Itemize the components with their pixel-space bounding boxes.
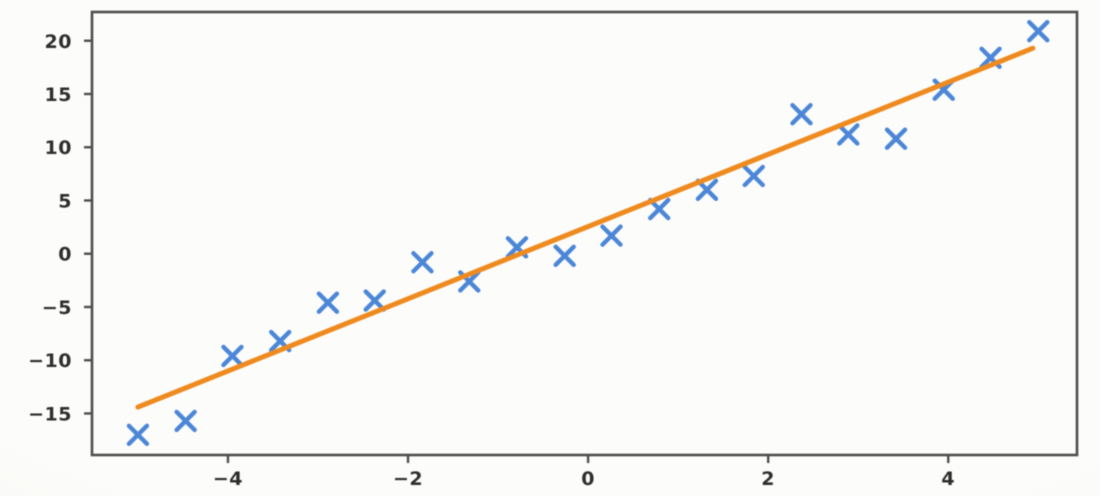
scatter-point [742, 164, 765, 188]
fit-line [135, 45, 1036, 410]
y-tick-label: 20 [45, 31, 72, 53]
plot-area [92, 12, 1077, 455]
scatter-point [600, 224, 623, 247]
x-tick-label: 2 [761, 468, 775, 490]
x-tick-label: −4 [213, 468, 243, 490]
scatter-point [316, 291, 340, 314]
x-tick-label: −2 [393, 468, 423, 490]
y-tick-label: 5 [58, 190, 72, 212]
scatter-point [174, 409, 197, 433]
scatter-point [837, 123, 860, 146]
y-tick-label: 10 [45, 137, 72, 159]
scatter-point [790, 103, 813, 126]
y-tick-label: −10 [28, 350, 72, 372]
scatter-point [553, 244, 576, 268]
y-tick-label: 15 [45, 84, 72, 106]
y-tick-label: −15 [28, 403, 72, 425]
y-tick-label: 0 [58, 244, 72, 266]
scatter-point [1027, 19, 1050, 43]
scatter-point [411, 251, 434, 274]
scatter-point [126, 423, 150, 446]
axes-spines [90, 10, 1079, 457]
scatter-point [884, 127, 908, 150]
y-tick-label: −5 [42, 297, 72, 319]
x-tick-label: 4 [941, 468, 955, 490]
scatter-series [126, 19, 1050, 446]
x-tick-label: 0 [581, 468, 595, 490]
scatter-point [363, 289, 386, 312]
scatter-point [221, 344, 244, 368]
